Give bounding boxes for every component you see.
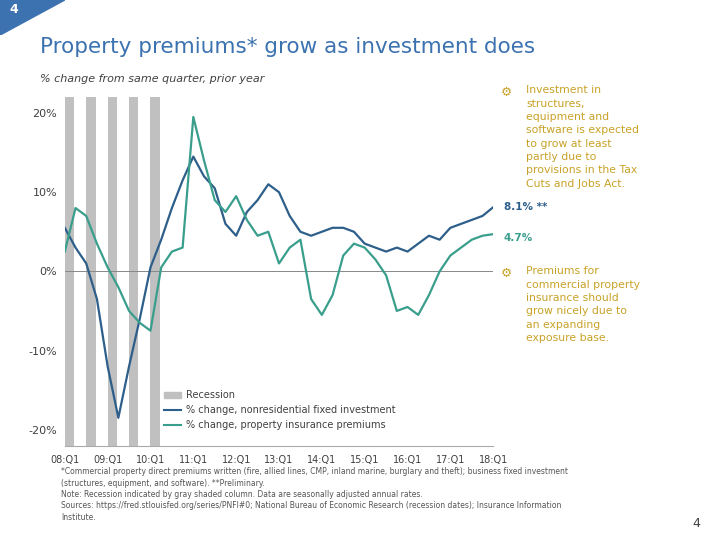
Text: 4: 4 xyxy=(692,517,700,530)
Text: 8.1% **: 8.1% ** xyxy=(504,202,547,212)
Text: Property premiums* grow as investment does: Property premiums* grow as investment do… xyxy=(40,37,535,57)
Text: ⚙: ⚙ xyxy=(500,267,512,280)
Text: Premiums for
commercial property
insurance should
grow nicely due to
an expandin: Premiums for commercial property insuran… xyxy=(526,266,640,343)
Bar xyxy=(52,502,58,523)
Bar xyxy=(150,97,160,446)
Bar xyxy=(108,97,117,446)
Polygon shape xyxy=(0,0,65,35)
Text: 4.7%: 4.7% xyxy=(504,233,533,243)
Bar xyxy=(129,97,138,446)
Legend: Recession, % change, nonresidential fixed investment, % change, property insuran: Recession, % change, nonresidential fixe… xyxy=(164,390,396,430)
Bar xyxy=(86,97,96,446)
Text: 4: 4 xyxy=(9,3,19,16)
Bar xyxy=(60,502,66,523)
Bar xyxy=(43,502,49,523)
Text: % change from same quarter, prior year: % change from same quarter, prior year xyxy=(40,73,264,84)
Text: ⚙: ⚙ xyxy=(500,86,512,99)
Text: *Commercial property direct premiums written (fire, allied lines, CMP, inland ma: *Commercial property direct premiums wri… xyxy=(61,467,568,522)
Text: Investment in
structures,
equipment and
software is expected
to grow at least
pa: Investment in structures, equipment and … xyxy=(526,85,639,189)
Bar xyxy=(65,97,74,446)
